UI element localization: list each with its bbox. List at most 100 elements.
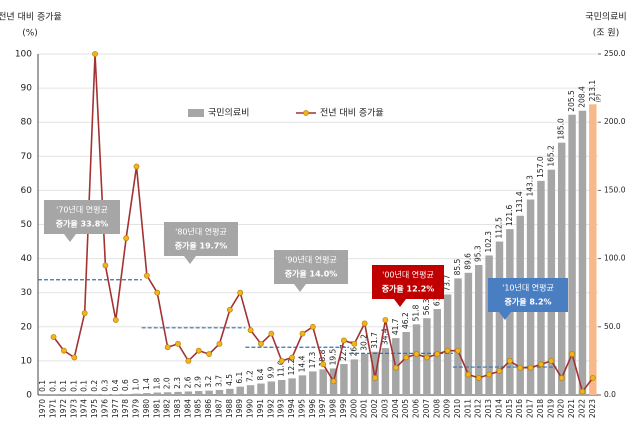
legend-marker bbox=[303, 110, 309, 116]
x-tick-label: 2012 bbox=[474, 399, 483, 418]
bar-value-label: 31.7 bbox=[370, 332, 379, 349]
bar-value-label: 0.1 bbox=[59, 380, 68, 392]
x-tick-label: 2019 bbox=[546, 399, 555, 418]
x-tick-label: 1997 bbox=[318, 399, 327, 418]
bar-value-label: 0.4 bbox=[111, 379, 120, 391]
x-tick-label: 2011 bbox=[463, 399, 472, 418]
bar-value-label: 0.1 bbox=[49, 380, 58, 392]
callout-box bbox=[372, 265, 444, 307]
bar bbox=[132, 393, 141, 395]
growth-marker bbox=[299, 330, 306, 337]
legend-swatch bbox=[188, 109, 204, 117]
bar-value-label: 11.0 bbox=[277, 360, 286, 377]
bar-value-label: 8.4 bbox=[256, 368, 265, 380]
bar-value-label: 0.6 bbox=[121, 379, 130, 391]
y-tick-label: 20 bbox=[21, 322, 33, 332]
bar-value-label: 208.4 bbox=[577, 86, 586, 108]
x-tick-label: 1998 bbox=[329, 399, 338, 418]
x-tick-label: 1973 bbox=[69, 399, 78, 418]
y-tick-label: 80 bbox=[21, 118, 33, 128]
bar-value-label: 18.8 bbox=[318, 349, 327, 366]
bar-value-label: 0.1 bbox=[38, 380, 47, 392]
growth-marker bbox=[506, 357, 513, 364]
bar bbox=[163, 392, 172, 395]
callout-box bbox=[164, 222, 238, 264]
growth-marker bbox=[465, 371, 472, 378]
x-tick-label: 2003 bbox=[380, 399, 389, 418]
y2-tick-label: 0.0 bbox=[604, 390, 616, 399]
x-tick-label: 1996 bbox=[308, 399, 317, 418]
x-tick-label: 1994 bbox=[287, 399, 296, 418]
callout-box bbox=[274, 250, 348, 292]
x-tick-label: 1981 bbox=[152, 399, 161, 418]
growth-marker bbox=[164, 344, 171, 351]
bar bbox=[309, 371, 317, 395]
callout-title: '80년대 연평균 bbox=[175, 227, 227, 237]
bar bbox=[226, 388, 234, 395]
bar-value-label: 0.3 bbox=[100, 379, 109, 391]
bar-value-label: 165.2 bbox=[546, 145, 555, 167]
bar bbox=[215, 389, 224, 395]
x-tick-label: 1974 bbox=[80, 399, 89, 418]
x-tick-label: 2006 bbox=[412, 399, 421, 418]
growth-marker bbox=[112, 317, 119, 323]
x-tick-label: 2015 bbox=[505, 399, 514, 418]
growth-marker bbox=[475, 375, 482, 381]
x-tick-label: 1986 bbox=[204, 399, 213, 418]
bar bbox=[122, 394, 130, 395]
growth-marker bbox=[423, 354, 430, 361]
callout-box bbox=[44, 200, 120, 242]
x-tick-label: 1992 bbox=[266, 399, 275, 418]
bar bbox=[495, 241, 504, 395]
x-tick-label: 1991 bbox=[256, 399, 265, 418]
growth-marker bbox=[247, 327, 254, 334]
growth-marker bbox=[61, 347, 67, 354]
bar bbox=[298, 375, 307, 395]
x-tick-label: 2009 bbox=[443, 399, 452, 418]
x-tick-label: 1970 bbox=[38, 399, 47, 418]
legend-label: 전년 대비 증가율 bbox=[320, 108, 384, 119]
y2-tick-label: 200.0 bbox=[604, 117, 626, 126]
bar-value-label: 7.2 bbox=[246, 370, 255, 382]
y2-axis-title: 국민의료비 bbox=[585, 12, 626, 23]
growth-marker bbox=[92, 51, 98, 57]
bar bbox=[288, 378, 296, 395]
bar bbox=[371, 351, 379, 395]
y2-tick-label: 250.0 bbox=[604, 49, 626, 58]
x-tick-label: 2008 bbox=[432, 399, 441, 418]
growth-marker bbox=[258, 340, 264, 347]
x-tick-label: 1989 bbox=[235, 399, 244, 418]
bar-value-label: 17.3 bbox=[308, 351, 317, 368]
y-tick-label: 60 bbox=[21, 186, 33, 196]
x-tick-label: 2020 bbox=[557, 399, 566, 418]
growth-marker bbox=[444, 347, 451, 354]
x-tick-label: 1990 bbox=[246, 399, 255, 418]
x-tick-label: 1978 bbox=[121, 399, 130, 418]
bar-value-label: 0.2 bbox=[90, 380, 99, 392]
x-tick-label: 2001 bbox=[360, 399, 369, 418]
x-tick-label: 2013 bbox=[484, 399, 493, 418]
x-tick-label: 1993 bbox=[277, 399, 286, 418]
growth-marker bbox=[133, 163, 140, 170]
bar-value-label: 1.0 bbox=[132, 378, 141, 390]
projection-label: (P) bbox=[595, 94, 602, 102]
growth-marker bbox=[81, 310, 88, 317]
growth-marker bbox=[413, 351, 420, 357]
y-tick-label: 50 bbox=[21, 220, 33, 230]
bar bbox=[174, 391, 182, 395]
growth-marker bbox=[185, 357, 192, 364]
bar-value-label: 157.0 bbox=[536, 156, 545, 178]
x-tick-label: 2010 bbox=[453, 399, 462, 418]
bar bbox=[319, 369, 327, 395]
bar-value-label: 2.9 bbox=[194, 376, 203, 388]
growth-marker bbox=[589, 375, 596, 381]
x-tick-label: 1999 bbox=[339, 399, 348, 418]
growth-marker bbox=[278, 357, 285, 364]
bar bbox=[568, 114, 576, 395]
bar-value-label: 143.3 bbox=[526, 175, 535, 197]
bar-value-label: 185.0 bbox=[557, 118, 566, 140]
y2-axis-unit: (조 원) bbox=[593, 28, 619, 39]
growth-marker bbox=[237, 289, 244, 296]
bar bbox=[412, 324, 421, 395]
y-tick-label: 10 bbox=[21, 356, 33, 366]
